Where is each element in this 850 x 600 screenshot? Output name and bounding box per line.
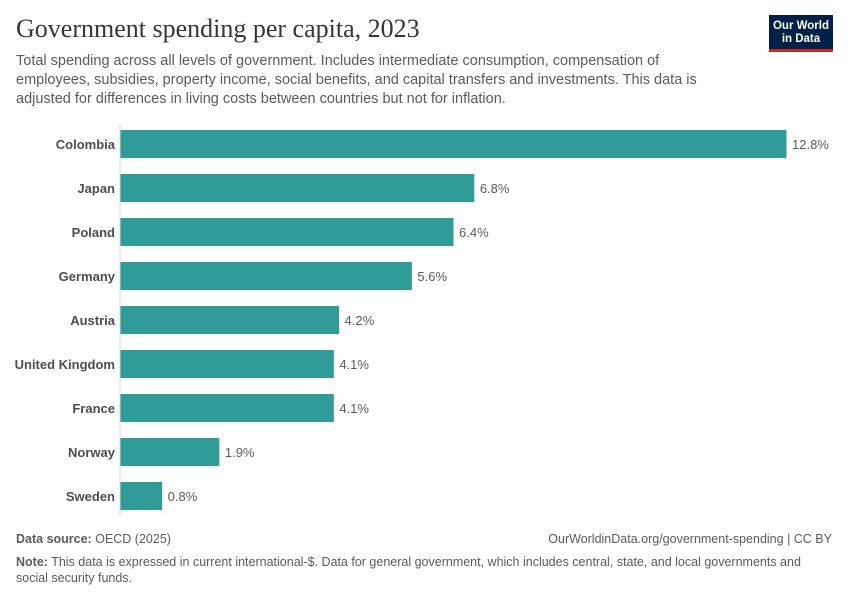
- logo-line-1: Our World: [772, 20, 829, 32]
- bar[interactable]: [120, 174, 475, 202]
- bar[interactable]: [120, 306, 340, 334]
- chart-note: Note: This data is expressed in current …: [16, 554, 806, 586]
- category-label: France: [72, 401, 115, 416]
- category-label: Sweden: [66, 489, 115, 504]
- chart-url[interactable]: OurWorldinData.org/government-spending |…: [548, 532, 832, 546]
- category-label: United Kingdom: [15, 357, 115, 372]
- bar[interactable]: [120, 394, 334, 422]
- bar[interactable]: [120, 350, 334, 378]
- value-label: 6.4%: [459, 225, 489, 240]
- source-label: Data source:: [16, 532, 92, 546]
- note-label: Note:: [16, 555, 48, 569]
- value-label: 1.9%: [225, 445, 255, 460]
- category-label: Colombia: [56, 137, 116, 152]
- logo-line-2: in Data: [781, 33, 821, 45]
- value-label: 0.8%: [168, 489, 198, 504]
- chart-title: Government spending per capita, 2023: [16, 14, 420, 43]
- bar[interactable]: [120, 130, 787, 158]
- category-label: Germany: [59, 269, 116, 284]
- owid-logo[interactable]: Our World in Data: [769, 15, 833, 52]
- bar[interactable]: [120, 482, 163, 510]
- value-label: 5.6%: [417, 269, 447, 284]
- source-link[interactable]: OECD (2025): [95, 532, 171, 546]
- bar[interactable]: [120, 218, 454, 246]
- category-label: Norway: [68, 445, 116, 460]
- value-label: 4.1%: [339, 357, 369, 372]
- data-source: Data source: OECD (2025): [16, 532, 171, 546]
- category-label: Poland: [72, 225, 115, 240]
- note-text: This data is expressed in current intern…: [16, 555, 801, 585]
- bar[interactable]: [120, 438, 220, 466]
- category-label: Japan: [77, 181, 115, 196]
- value-label: 6.8%: [480, 181, 510, 196]
- value-label: 12.8%: [792, 137, 829, 152]
- value-label: 4.1%: [339, 401, 369, 416]
- category-label: Austria: [70, 313, 116, 328]
- value-label: 4.2%: [345, 313, 375, 328]
- bar[interactable]: [120, 262, 412, 290]
- chart-subtitle: Total spending across all levels of gove…: [16, 53, 697, 107]
